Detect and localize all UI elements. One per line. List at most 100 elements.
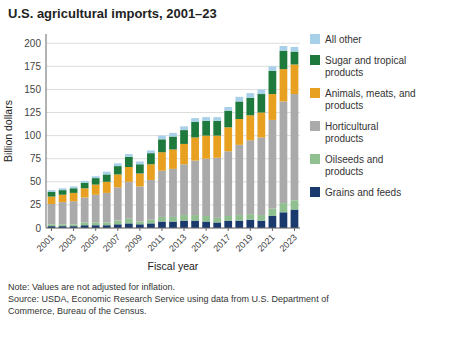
- bar-segment: [48, 192, 56, 197]
- bar-segment: [180, 144, 188, 164]
- bar-segment: [213, 117, 221, 121]
- x-tick-label: 2017: [211, 232, 232, 253]
- legend-swatch: [310, 121, 320, 131]
- bar-segment: [246, 115, 254, 140]
- bar-segment: [158, 136, 166, 140]
- bar-segment: [291, 47, 299, 52]
- bar-segment: [180, 130, 188, 144]
- bar-segment: [125, 219, 133, 224]
- x-tick: [294, 228, 295, 231]
- legend-label: Sugar and tropicalproducts: [325, 55, 406, 78]
- bar-segment: [81, 188, 89, 197]
- bar-segment: [291, 64, 299, 94]
- bar-segment: [169, 133, 177, 137]
- bar-segment: [81, 183, 89, 189]
- bar-segment: [81, 181, 89, 183]
- x-tick: [228, 228, 229, 231]
- x-tick: [73, 228, 74, 231]
- bar-segment: [114, 163, 122, 166]
- legend-swatch: [310, 88, 320, 98]
- grid-line: [46, 43, 300, 44]
- y-tick-label: 150: [24, 84, 41, 95]
- bar-segment: [59, 195, 67, 202]
- bar-segment: [92, 195, 100, 223]
- bar-segment: [269, 120, 277, 209]
- bar-segment: [246, 140, 254, 214]
- bar-segment: [59, 202, 67, 224]
- bar-segment: [147, 220, 155, 224]
- bar-segment: [224, 107, 232, 111]
- y-axis-label: Billion dollars: [2, 100, 14, 162]
- legend-label: Grains and feeds: [325, 187, 401, 198]
- bar-segment: [136, 222, 144, 225]
- bar-segment: [59, 188, 67, 190]
- bar-segment: [92, 222, 100, 225]
- bar-segment: [191, 137, 199, 160]
- bar-segment: [291, 94, 299, 200]
- bar-segment: [125, 223, 133, 228]
- bar-segment: [257, 94, 265, 112]
- x-tick: [206, 228, 207, 231]
- bar-segment: [291, 200, 299, 209]
- bar-segment: [48, 224, 56, 226]
- x-tick: [184, 228, 185, 231]
- x-tick-label: 2015: [189, 232, 210, 253]
- x-tick-label: 2021: [256, 232, 277, 253]
- y-tick-label: 125: [24, 107, 41, 118]
- bar-segment: [257, 89, 265, 94]
- bar-segment: [147, 223, 155, 228]
- y-tick-label: 25: [30, 199, 42, 210]
- bar-segment: [191, 215, 199, 221]
- x-tick: [272, 228, 273, 231]
- bar-segment: [92, 176, 100, 178]
- bar-segment: [280, 51, 288, 69]
- bar-segment: [147, 153, 155, 164]
- x-tick-label: 2001: [35, 232, 56, 253]
- bar-segment: [269, 66, 277, 71]
- bar-segment: [70, 186, 78, 188]
- bar-segment: [213, 222, 221, 228]
- bar-segment: [202, 222, 210, 228]
- bar-segment: [269, 216, 277, 228]
- bar-segment: [235, 101, 243, 119]
- bar-segment: [103, 174, 111, 181]
- y-tick-label: 50: [30, 176, 42, 187]
- bar-segment: [180, 126, 188, 130]
- bar-segment: [269, 71, 277, 94]
- bar-segment: [158, 171, 166, 217]
- grid-line: [46, 66, 300, 67]
- bar-segment: [103, 193, 111, 223]
- bar-segment: [280, 69, 288, 101]
- x-tick-label: 2007: [101, 232, 122, 253]
- bar-segment: [70, 193, 78, 201]
- bars: [48, 46, 299, 228]
- legend-swatch: [310, 34, 320, 44]
- bar-segment: [147, 164, 155, 180]
- bar-segment: [224, 221, 232, 228]
- bar-segment: [147, 150, 155, 153]
- bar-segment: [246, 98, 254, 116]
- x-tick: [51, 228, 52, 231]
- bar-segment: [269, 94, 277, 120]
- bar-segment: [180, 221, 188, 228]
- bar-segment: [103, 222, 111, 225]
- bar-segment: [114, 174, 122, 187]
- title: U.S. agricultural imports, 2001–23: [8, 6, 217, 21]
- bar-segment: [158, 217, 166, 222]
- bar-segment: [291, 52, 299, 65]
- bar-segment: [125, 182, 133, 219]
- y-tick-label: 175: [24, 61, 41, 72]
- bar-segment: [114, 224, 122, 228]
- legend: All otherSugar and tropicalproductsAnima…: [310, 34, 416, 198]
- bar-segment: [59, 224, 67, 226]
- bar-segment: [70, 201, 78, 224]
- legend-swatch: [310, 154, 320, 164]
- bar-segment: [169, 222, 177, 228]
- bar-segment: [213, 158, 221, 218]
- bar-segment: [269, 209, 277, 216]
- bar-segment: [257, 137, 265, 215]
- x-tick: [139, 228, 140, 231]
- bar-segment: [235, 97, 243, 102]
- grid-line: [46, 228, 300, 229]
- bar-segment: [291, 210, 299, 228]
